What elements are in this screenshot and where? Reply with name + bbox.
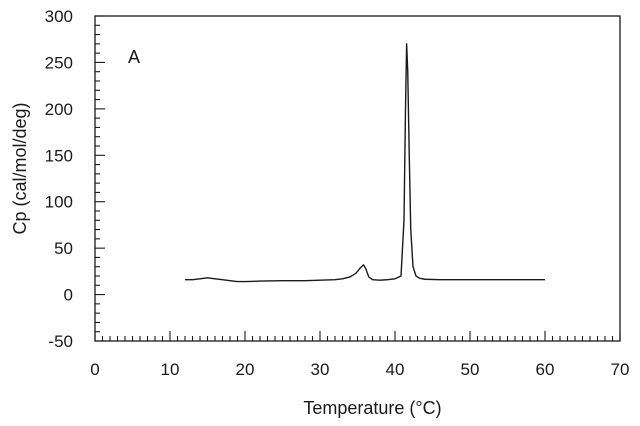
x-tick-label: 50: [461, 360, 480, 379]
x-tick-label: 10: [161, 360, 180, 379]
x-tick-label: 60: [536, 360, 555, 379]
x-tick-label: 30: [311, 360, 330, 379]
major-ticks: [94, 15, 621, 342]
x-tick-label: 40: [386, 360, 405, 379]
y-tick-labels: -50 0 50 100 150 200 250 300: [45, 7, 73, 351]
y-tick-label: 250: [45, 53, 73, 72]
y-tick-label: 100: [45, 193, 73, 212]
y-tick-label: 50: [54, 239, 73, 258]
y-tick-label: 200: [45, 100, 73, 119]
y-axis-label: Cp (cal/mol/deg): [10, 102, 30, 234]
y-tick-label: 150: [45, 146, 73, 165]
y-tick-label: -50: [48, 332, 73, 351]
cp-series-line: [185, 43, 545, 283]
panel-label: A: [128, 47, 140, 67]
minor-ticks: [95, 24, 614, 341]
x-axis-label: Temperature (°C): [303, 398, 441, 418]
plot-frame: [94, 15, 621, 342]
x-tick-label: 20: [236, 360, 255, 379]
y-tick-label: 300: [45, 7, 73, 26]
x-tick-labels: 0 10 20 30 40 50 60 70: [90, 360, 629, 379]
x-tick-label: 70: [611, 360, 630, 379]
y-tick-label: 0: [64, 286, 73, 305]
x-tick-label: 0: [90, 360, 99, 379]
